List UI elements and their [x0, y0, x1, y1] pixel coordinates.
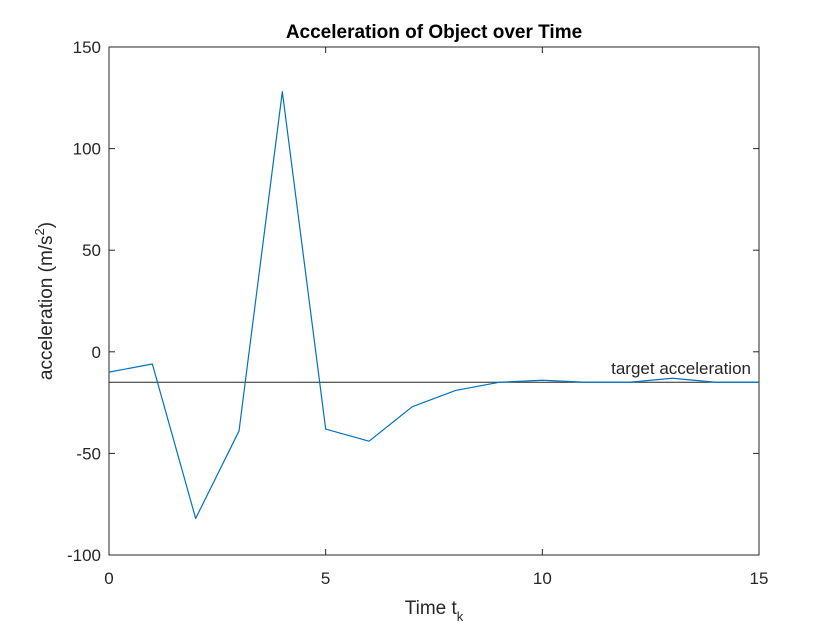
y-tick-label: 150: [73, 38, 101, 57]
y-tick-label: 50: [82, 241, 101, 260]
y-axis-label: acceleration (m/s2): [32, 222, 57, 380]
plot-area: [109, 47, 759, 555]
x-tick-label: 5: [321, 569, 330, 588]
x-tick-label: 10: [533, 569, 552, 588]
x-axis-label: Time tk: [405, 598, 464, 624]
y-tick-label: 0: [92, 343, 101, 362]
y-tick-label: -50: [76, 444, 101, 463]
x-tick-label: 0: [104, 569, 113, 588]
y-tick-label: 100: [73, 140, 101, 159]
x-tick-label: 15: [750, 569, 769, 588]
target-acceleration-label: target acceleration: [611, 359, 751, 378]
y-tick-label: -100: [67, 546, 101, 565]
chart-title: Acceleration of Object over Time: [286, 22, 582, 43]
